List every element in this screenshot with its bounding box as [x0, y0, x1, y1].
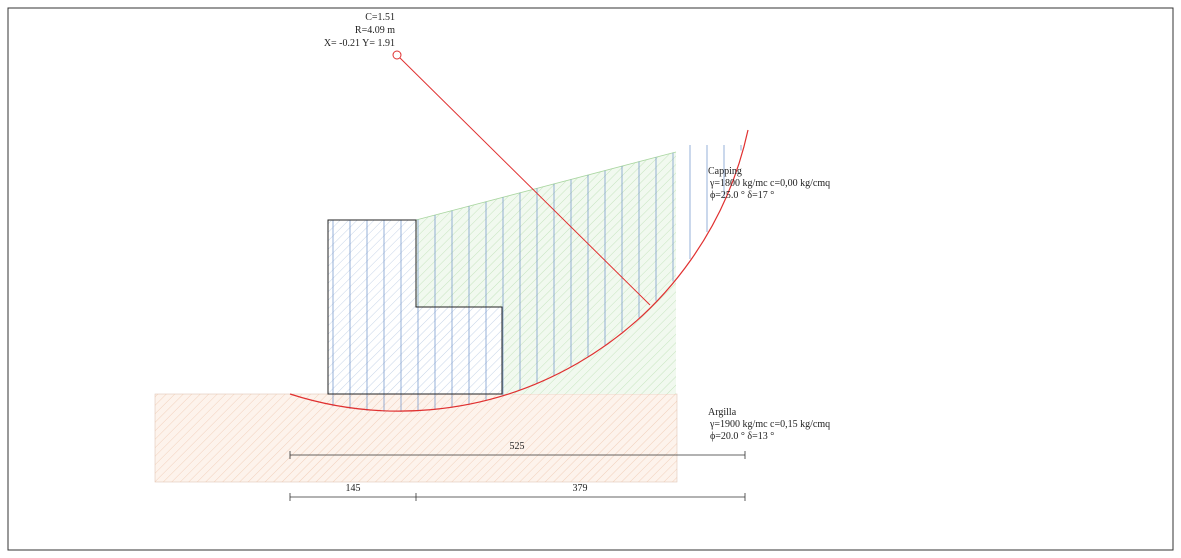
dimension-label: 525: [510, 441, 525, 452]
layer-props: ϕ=20.0 ° δ=13 °: [710, 431, 774, 442]
radius-line: [396, 54, 651, 306]
frame: [7, 7, 1174, 551]
slope-line: [415, 151, 677, 221]
layer-name: Capping: [708, 166, 742, 177]
center-label: X= -0.21 Y= 1.91: [324, 38, 395, 49]
wall: [327, 219, 503, 395]
slices: [332, 145, 742, 412]
radius-label: R=4.09 m: [355, 25, 395, 36]
layer-props: γ=1900 kg/mc c=0,15 kg/cmq: [709, 419, 830, 430]
clay-hatch: [155, 394, 677, 482]
layer-props: ϕ=25.0 ° δ=17 °: [710, 190, 774, 201]
safety-factor: C=1.51: [365, 12, 395, 23]
circle-center: [392, 50, 402, 60]
dimension-lines: [289, 451, 746, 501]
wall-hatch: [328, 220, 502, 394]
layer-name: Argilla: [708, 407, 737, 418]
dimension-label: 379: [573, 483, 588, 494]
slip-circle: [289, 129, 749, 412]
backfill-hatch: [416, 152, 676, 394]
layer-props: γ=1800 kg/mc c=0,00 kg/cmq: [709, 178, 830, 189]
dimension-label: 145: [346, 483, 361, 494]
